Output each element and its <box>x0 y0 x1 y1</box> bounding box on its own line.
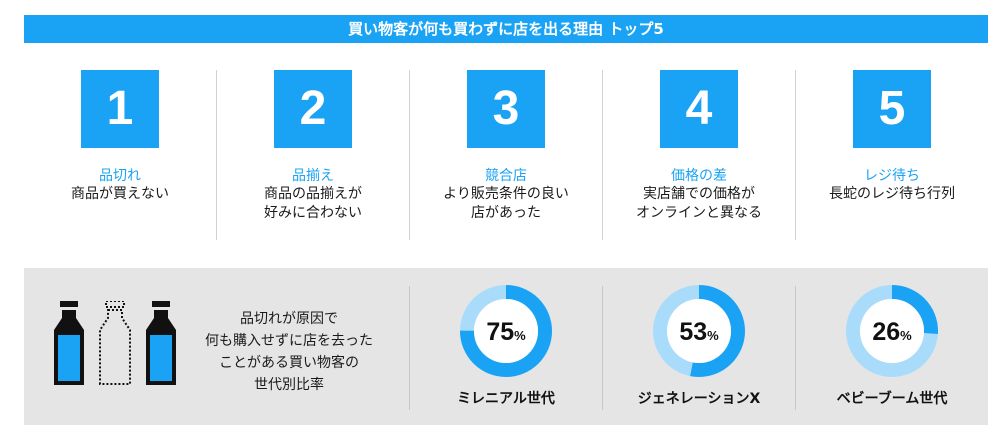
donut-center <box>667 299 731 363</box>
infographic-title: 買い物客が何も買わずに店を出る理由 トップ5 <box>24 15 988 43</box>
rank-badge-2: 2 <box>274 70 352 148</box>
generation-label: ミレニアル世代 <box>457 391 555 407</box>
rank-badge-3: 3 <box>467 70 545 148</box>
percent-value: 26 <box>872 318 900 346</box>
reason-title: 価格の差 <box>671 168 727 184</box>
reason-description-line-1: 商品の品揃えが <box>264 186 362 202</box>
percent-label: 53% <box>679 318 719 346</box>
percent-sign: % <box>707 328 719 343</box>
divider <box>795 286 796 410</box>
divider <box>602 286 603 410</box>
donut-chart: 26% <box>846 285 938 377</box>
stat-description-line: 世代別比率 <box>254 377 324 393</box>
reason-description-line-2: 好みに合わない <box>264 205 362 221</box>
stat-description-line: 品切れが原因で <box>240 311 338 327</box>
percent-label: 75% <box>486 318 526 346</box>
reason-description-line-2: 店があった <box>471 205 541 221</box>
reason-description-line-1: 長蛇のレジ待ち行列 <box>829 186 955 202</box>
reason-description-line-1: より販売条件の良い <box>443 186 569 202</box>
milk-bottle-empty-icon <box>99 300 131 385</box>
percent-label: 26% <box>872 318 912 346</box>
donut-value-arc <box>460 285 552 377</box>
stat-description-line: 何も購入せずに店を去った <box>205 333 373 349</box>
top5-reasons: 1 品切れ 商品が買えない 2 品揃え 商品の品揃えが 好みに合わない 3 競合… <box>24 70 988 240</box>
reason-title: 競合店 <box>485 168 527 184</box>
generation-label: ジェネレーションX <box>637 391 761 407</box>
bottles-icon <box>50 300 182 389</box>
donut-chart: 53% <box>653 285 745 377</box>
reason-title: 品揃え <box>292 168 334 184</box>
reason-5: 5 レジ待ち 長蛇のレジ待ち行列 <box>795 70 988 240</box>
generation-label: ベビーブーム世代 <box>836 391 948 407</box>
donut-center <box>474 299 538 363</box>
percent-sign: % <box>900 328 912 343</box>
donut-value-arc <box>846 285 938 377</box>
milk-bottle-full-icon <box>146 301 176 385</box>
stat-description: 品切れが原因で 何も購入せずに店を去った ことがある買い物客の 世代別比率 <box>204 308 374 396</box>
milk-bottle-full-icon <box>54 301 84 385</box>
reason-1: 1 品切れ 商品が買えない <box>24 70 216 240</box>
reason-title: レジ待ち <box>864 168 920 184</box>
stat-description-line: ことがある買い物客の <box>219 355 359 371</box>
reason-title: 品切れ <box>99 168 141 184</box>
rank-badge-1: 1 <box>81 70 159 148</box>
generation-stats-panel: 品切れが原因で 何も購入せずに店を去った ことがある買い物客の 世代別比率 75… <box>24 268 988 425</box>
percent-sign: % <box>514 328 526 343</box>
donut-value-arc <box>653 285 745 377</box>
generation-x: 53% ジェネレーションX <box>603 283 795 408</box>
donut-center <box>860 299 924 363</box>
reason-description-line-1: 商品が買えない <box>71 186 169 202</box>
donut-chart: 75% <box>460 285 552 377</box>
reason-description-line-1: 実店舗での価格が <box>643 186 755 202</box>
rank-badge-5: 5 <box>853 70 931 148</box>
divider <box>409 286 410 410</box>
percent-value: 75 <box>486 318 514 346</box>
reason-2: 2 品揃え 商品の品揃えが 好みに合わない <box>216 70 409 240</box>
reason-3: 3 競合店 より販売条件の良い 店があった <box>409 70 602 240</box>
rank-badge-4: 4 <box>660 70 738 148</box>
generation-baby-boomer: 26% ベビーブーム世代 <box>796 283 988 408</box>
reason-description-line-2: オンラインと異なる <box>636 205 762 221</box>
reason-4: 4 価格の差 実店舗での価格が オンラインと異なる <box>602 70 795 240</box>
generation-millennial: 75% ミレニアル世代 <box>410 283 602 408</box>
percent-value: 53 <box>679 318 707 346</box>
